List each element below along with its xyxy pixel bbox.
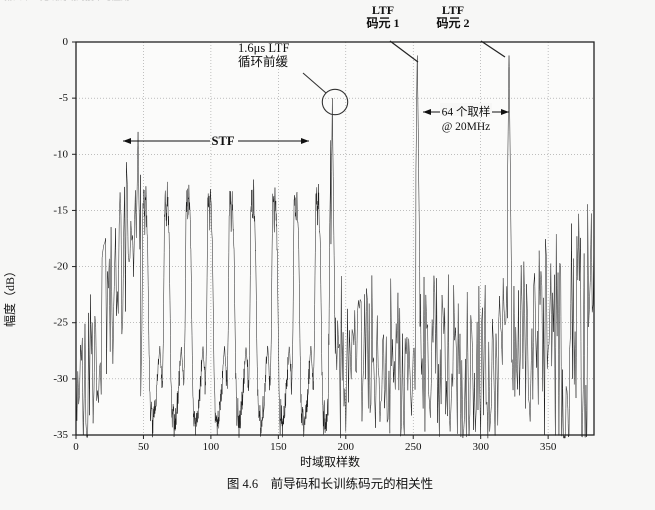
svg-text:-20: -20 — [53, 261, 68, 273]
svg-text:1.6μs LTF: 1.6μs LTF — [238, 41, 289, 55]
svg-text:-15: -15 — [53, 204, 68, 216]
svg-text:0: 0 — [73, 441, 79, 453]
svg-text:50: 50 — [138, 441, 150, 453]
svg-text:150: 150 — [270, 441, 287, 453]
svg-text:64 个取样: 64 个取样 — [442, 105, 491, 119]
svg-text:0: 0 — [63, 36, 69, 48]
svg-text:STF: STF — [212, 134, 235, 148]
svg-text:图 4.6 前导码和长训练码元的相关性: 图 4.6 前导码和长训练码元的相关性 — [227, 476, 433, 491]
svg-text:LTF: LTF — [442, 3, 464, 17]
svg-text:时域取样数: 时域取样数 — [300, 454, 360, 469]
svg-text:-10: -10 — [53, 148, 68, 160]
svg-text:-5: -5 — [59, 92, 69, 104]
svg-text:300: 300 — [472, 441, 489, 453]
svg-text:350: 350 — [540, 441, 557, 453]
svg-text:@ 20MHz: @ 20MHz — [442, 121, 491, 133]
svg-text:200: 200 — [338, 441, 355, 453]
svg-text:第四章 无线局域网技术与应用: 第四章 无线局域网技术与应用 — [4, 0, 130, 2]
svg-text:-25: -25 — [53, 317, 68, 329]
svg-text:250: 250 — [405, 441, 422, 453]
svg-text:-30: -30 — [53, 373, 68, 385]
svg-text:-35: -35 — [53, 429, 68, 441]
svg-text:LTF: LTF — [372, 3, 394, 17]
svg-text:循环前缓: 循环前缓 — [238, 54, 289, 69]
svg-text:幅度（dB）: 幅度（dB） — [2, 265, 17, 327]
svg-text:100: 100 — [203, 441, 220, 453]
svg-text:码元 2: 码元 2 — [436, 16, 469, 30]
svg-text:码元 1: 码元 1 — [366, 16, 399, 30]
